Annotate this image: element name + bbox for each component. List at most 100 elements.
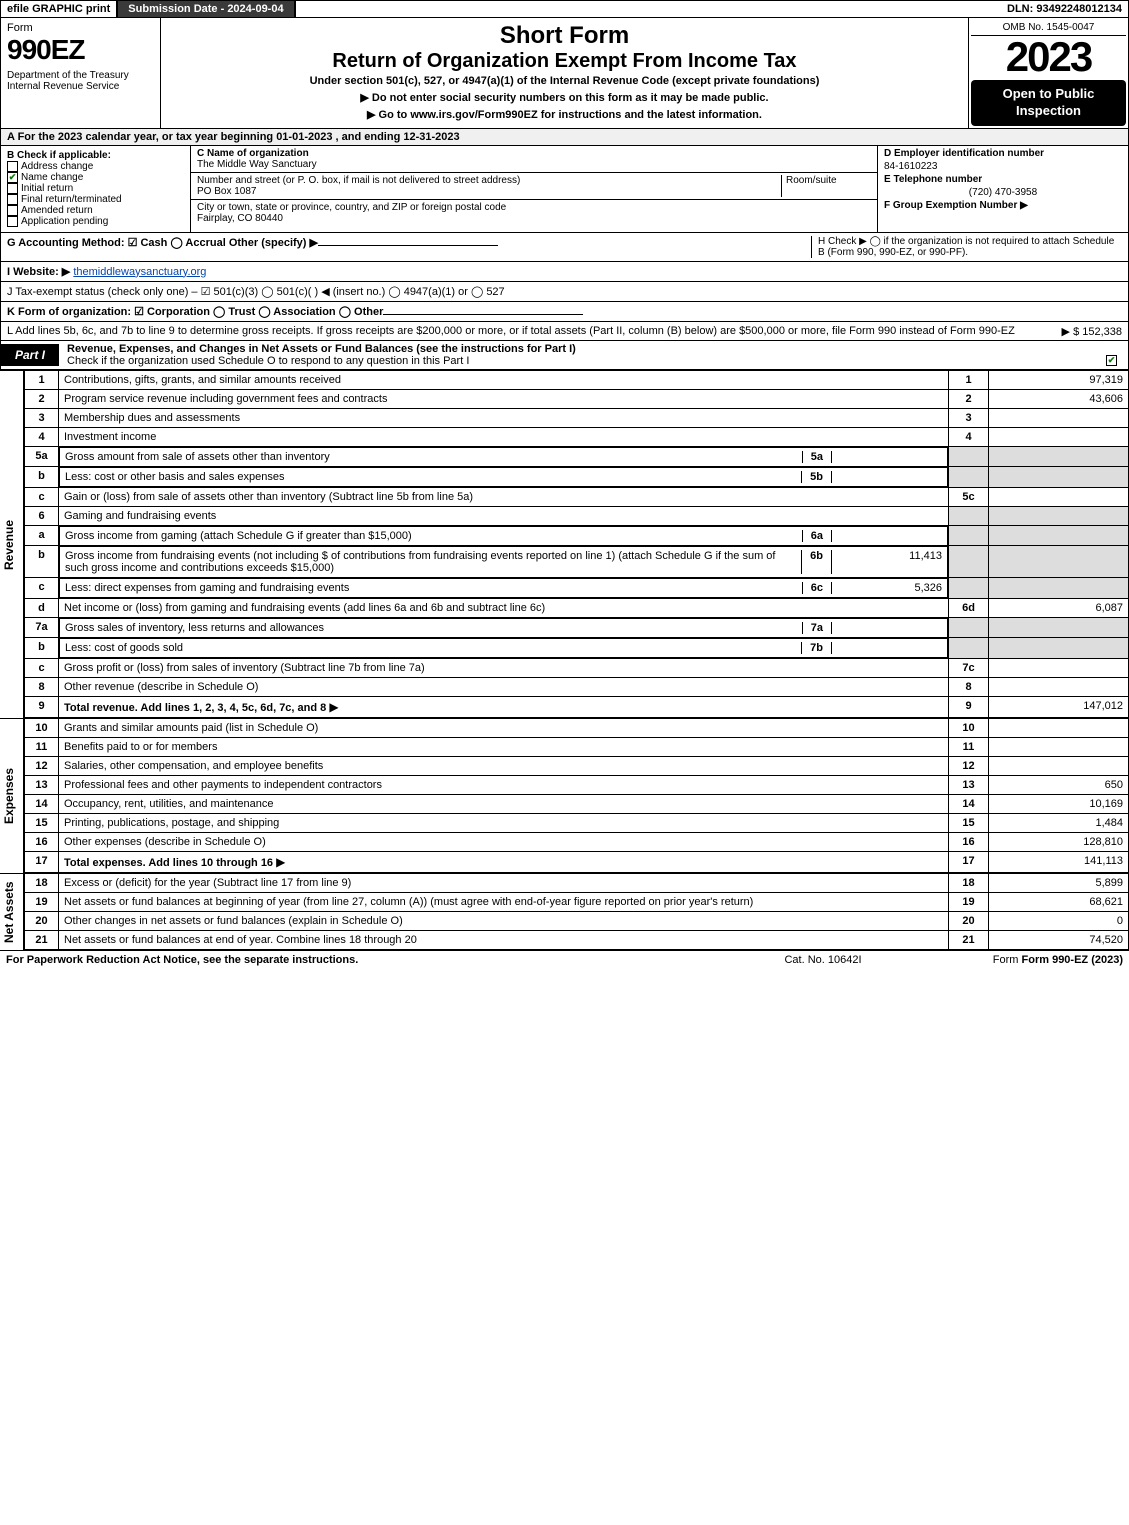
- l6b: Gross income from fundraising events (no…: [65, 550, 801, 574]
- return-title: Return of Organization Exempt From Incom…: [169, 50, 960, 73]
- footer-right-text: Form 990-EZ (2023): [1022, 954, 1123, 966]
- c-city-cell: City or town, state or province, country…: [191, 200, 877, 226]
- website-link[interactable]: themiddlewaysanctuary.org: [73, 266, 206, 278]
- l18: Excess or (deficit) for the year (Subtra…: [59, 873, 949, 892]
- l16: Other expenses (describe in Schedule O): [59, 832, 949, 851]
- l14: Occupancy, rent, utilities, and maintena…: [59, 794, 949, 813]
- l3: Membership dues and assessments: [59, 408, 949, 427]
- chk-final[interactable]: [7, 194, 18, 205]
- e-label: E Telephone number: [884, 174, 982, 185]
- goto-notice: ▶ Go to www.irs.gov/Form990EZ for instru…: [169, 108, 960, 121]
- l12: Salaries, other compensation, and employ…: [59, 756, 949, 775]
- i-label: I Website: ▶: [7, 266, 70, 278]
- org-name: The Middle Way Sanctuary: [197, 159, 317, 170]
- l5a-sub: 5a: [802, 451, 832, 463]
- form-header: Form 990EZ Department of the Treasury In…: [0, 18, 1129, 129]
- b-amended: Amended return: [21, 205, 93, 216]
- dept-treasury: Department of the Treasury Internal Reve…: [7, 70, 154, 92]
- l1-amt: 97,319: [989, 370, 1129, 389]
- l7b: Less: cost of goods sold: [65, 642, 801, 654]
- chk-schedule-o[interactable]: ✔: [1106, 355, 1117, 366]
- netassets-section: Net Assets 18Excess or (deficit) for the…: [0, 873, 1129, 950]
- b-address-change: Address change: [21, 161, 93, 172]
- l16-amt: 128,810: [989, 832, 1129, 851]
- side-expenses: Expenses: [0, 718, 24, 873]
- l7b-sub: 7b: [801, 642, 832, 654]
- l5b-sub: 5b: [801, 471, 832, 483]
- row-gh: G Accounting Method: ☑ Cash ◯ Accrual Ot…: [0, 233, 1129, 262]
- efile-print[interactable]: efile GRAPHIC print: [1, 1, 118, 17]
- l13: Professional fees and other payments to …: [59, 775, 949, 794]
- chk-amended[interactable]: [7, 205, 18, 216]
- l21-amt: 74,520: [989, 930, 1129, 949]
- chk-address[interactable]: [7, 161, 18, 172]
- l6a-sub: 6a: [802, 530, 832, 542]
- footer-center: Cat. No. 10642I: [723, 954, 923, 966]
- l7a-sub: 7a: [802, 622, 832, 634]
- l19: Net assets or fund balances at beginning…: [59, 892, 949, 911]
- l5a-subamt: [832, 451, 942, 463]
- top-bar: efile GRAPHIC print Submission Date - 20…: [0, 0, 1129, 18]
- l5a: Gross amount from sale of assets other t…: [65, 451, 802, 463]
- row-l: L Add lines 5b, 6c, and 7b to line 9 to …: [0, 322, 1129, 341]
- chk-pending[interactable]: [7, 216, 18, 227]
- row-k: K Form of organization: ☑ Corporation ◯ …: [0, 302, 1129, 322]
- header-left: Form 990EZ Department of the Treasury In…: [1, 18, 161, 128]
- l4: Investment income: [59, 427, 949, 446]
- chk-initial[interactable]: [7, 183, 18, 194]
- form-number: 990EZ: [7, 34, 154, 66]
- part1-title: Revenue, Expenses, and Changes in Net As…: [59, 341, 1128, 369]
- l6a: Gross income from gaming (attach Schedul…: [65, 530, 802, 542]
- l6c-sub: 6c: [802, 582, 832, 594]
- irs-link[interactable]: ▶ Go to www.irs.gov/Form990EZ for instru…: [367, 109, 762, 121]
- l6d-amt: 6,087: [989, 598, 1129, 617]
- l15-amt: 1,484: [989, 813, 1129, 832]
- l1: Contributions, gifts, grants, and simila…: [59, 370, 949, 389]
- l6c: Less: direct expenses from gaming and fu…: [65, 582, 802, 594]
- l7c: Gross profit or (loss) from sales of inv…: [59, 658, 949, 677]
- c-room-label: Room/suite: [786, 175, 837, 186]
- open-to-public: Open to Public Inspection: [971, 80, 1126, 126]
- f-label: F Group Exemption Number ▶: [884, 200, 1028, 211]
- l10: Grants and similar amounts paid (list in…: [59, 718, 949, 737]
- l7c-amt: [989, 658, 1129, 677]
- l21: Net assets or fund balances at end of ye…: [59, 930, 949, 949]
- l9: Total revenue. Add lines 1, 2, 3, 4, 5c,…: [64, 702, 326, 714]
- l15: Printing, publications, postage, and shi…: [59, 813, 949, 832]
- l17-amt: 141,113: [989, 851, 1129, 872]
- l7a-subamt: [832, 622, 942, 634]
- g-text: G Accounting Method: ☑ Cash ◯ Accrual Ot…: [7, 237, 318, 249]
- l11: Benefits paid to or for members: [59, 737, 949, 756]
- b-pending: Application pending: [21, 217, 108, 228]
- row-a: A For the 2023 calendar year, or tax yea…: [0, 129, 1129, 146]
- l7a: Gross sales of inventory, less returns a…: [65, 622, 802, 634]
- c-street-label: Number and street (or P. O. box, if mail…: [197, 175, 520, 186]
- tax-year: 2023: [971, 36, 1126, 78]
- l12-amt: [989, 756, 1129, 775]
- l6b-sub: 6b: [801, 550, 832, 574]
- l14-amt: 10,169: [989, 794, 1129, 813]
- b-label: B Check if applicable:: [7, 150, 111, 161]
- l5c-amt: [989, 487, 1129, 506]
- l6: Gaming and fundraising events: [59, 506, 949, 525]
- l-amount: ▶ $ 152,338: [1062, 325, 1122, 338]
- page-footer: For Paperwork Reduction Act Notice, see …: [0, 950, 1129, 969]
- chk-name[interactable]: ✔: [7, 172, 18, 183]
- form-word: Form: [7, 22, 154, 34]
- l10-amt: [989, 718, 1129, 737]
- goto-text[interactable]: ▶ Go to www.irs.gov/Form990EZ for instru…: [367, 109, 762, 121]
- k-text: K Form of organization: ☑ Corporation ◯ …: [7, 306, 383, 318]
- l8-amt: [989, 677, 1129, 696]
- c-name-label: C Name of organization: [197, 148, 309, 159]
- l5c: Gain or (loss) from sale of assets other…: [59, 487, 949, 506]
- l4-amt: [989, 427, 1129, 446]
- row-i: I Website: ▶ themiddlewaysanctuary.org: [0, 262, 1129, 282]
- l17: Total expenses. Add lines 10 through 16: [64, 857, 273, 869]
- l-text: L Add lines 5b, 6c, and 7b to line 9 to …: [7, 325, 1015, 337]
- l6c-subamt: 5,326: [832, 582, 942, 594]
- d-label: D Employer identification number: [884, 148, 1044, 159]
- col-b: B Check if applicable: Address change ✔N…: [1, 146, 191, 232]
- l11-amt: [989, 737, 1129, 756]
- l6b-subamt: 11,413: [832, 550, 942, 574]
- under-section: Under section 501(c), 527, or 4947(a)(1)…: [169, 75, 960, 87]
